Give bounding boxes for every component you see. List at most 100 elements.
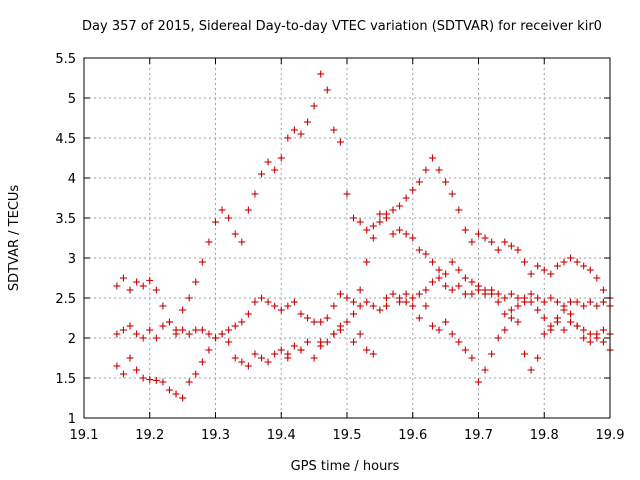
data-point	[501, 326, 509, 334]
data-point	[113, 330, 121, 338]
data-point	[553, 298, 561, 306]
data-point	[402, 230, 410, 238]
data-point	[527, 290, 535, 298]
data-point	[494, 290, 502, 298]
data-point	[422, 166, 430, 174]
data-point	[501, 294, 509, 302]
data-point	[488, 238, 496, 246]
data-point	[238, 238, 246, 246]
data-point	[455, 206, 463, 214]
data-point	[192, 370, 200, 378]
data-point	[258, 354, 266, 362]
x-tick-label: 19.8	[530, 428, 559, 443]
data-point	[284, 134, 292, 142]
x-tick-label: 19.6	[398, 428, 427, 443]
data-point	[251, 190, 259, 198]
data-point	[231, 354, 239, 362]
data-point	[330, 126, 338, 134]
data-point	[363, 346, 371, 354]
data-point	[297, 310, 305, 318]
y-tick-label: 1	[68, 412, 76, 427]
data-point	[251, 298, 259, 306]
data-point	[192, 326, 200, 334]
data-point	[290, 126, 298, 134]
data-point	[580, 262, 588, 270]
data-point	[494, 298, 502, 306]
y-tick-label: 5	[68, 92, 76, 107]
data-point	[277, 346, 285, 354]
data-point	[507, 242, 515, 250]
data-point	[356, 330, 364, 338]
chart-title: Day 357 of 2015, Sidereal Day-to-day VTE…	[82, 19, 602, 34]
data-point	[297, 346, 305, 354]
data-point	[277, 306, 285, 314]
data-point	[356, 302, 364, 310]
data-point	[218, 206, 226, 214]
data-point	[258, 170, 266, 178]
data-point	[534, 262, 542, 270]
data-point	[225, 214, 233, 222]
data-point	[336, 322, 344, 330]
data-point	[402, 298, 410, 306]
data-point	[428, 278, 436, 286]
y-tick-label: 2	[68, 332, 76, 347]
data-point	[317, 318, 325, 326]
y-tick-label: 4	[68, 172, 76, 187]
data-point	[179, 306, 187, 314]
data-point	[172, 390, 180, 398]
data-point	[481, 234, 489, 242]
data-point	[389, 206, 397, 214]
data-point	[350, 214, 358, 222]
data-point	[152, 286, 160, 294]
data-point	[593, 302, 601, 310]
data-point	[409, 186, 417, 194]
data-point	[369, 234, 377, 242]
data-point	[389, 290, 397, 298]
data-point	[468, 354, 476, 362]
data-point	[599, 286, 607, 294]
data-point	[415, 246, 423, 254]
data-point	[251, 350, 259, 358]
data-point	[599, 338, 607, 346]
data-point	[277, 154, 285, 162]
data-point	[389, 230, 397, 238]
data-point	[475, 282, 482, 290]
data-point	[514, 302, 522, 310]
data-point	[481, 286, 489, 294]
data-point	[461, 290, 469, 298]
data-point	[435, 326, 443, 334]
data-point	[475, 230, 482, 238]
data-point	[534, 306, 542, 314]
data-point	[547, 326, 555, 334]
data-point	[448, 190, 456, 198]
data-point	[488, 350, 496, 358]
data-point	[514, 246, 522, 254]
data-point	[336, 138, 344, 146]
data-point	[409, 234, 417, 242]
data-point	[290, 342, 298, 350]
data-point	[139, 282, 147, 290]
data-point	[455, 338, 463, 346]
data-point	[323, 338, 331, 346]
data-point	[185, 294, 193, 302]
data-point	[317, 70, 325, 78]
data-point	[501, 238, 509, 246]
data-point	[580, 334, 588, 342]
data-point	[573, 322, 581, 330]
data-point	[304, 314, 312, 322]
data-point	[343, 294, 351, 302]
data-point	[310, 354, 318, 362]
data-point	[553, 262, 561, 270]
data-point	[363, 298, 371, 306]
data-point	[455, 282, 463, 290]
data-point	[146, 376, 154, 384]
data-point	[435, 166, 443, 174]
data-point	[271, 350, 279, 358]
data-point	[593, 274, 601, 282]
data-point	[376, 218, 384, 226]
data-point	[540, 314, 548, 322]
data-point	[415, 314, 423, 322]
data-point	[481, 366, 489, 374]
data-point	[350, 310, 358, 318]
data-point	[185, 378, 193, 386]
